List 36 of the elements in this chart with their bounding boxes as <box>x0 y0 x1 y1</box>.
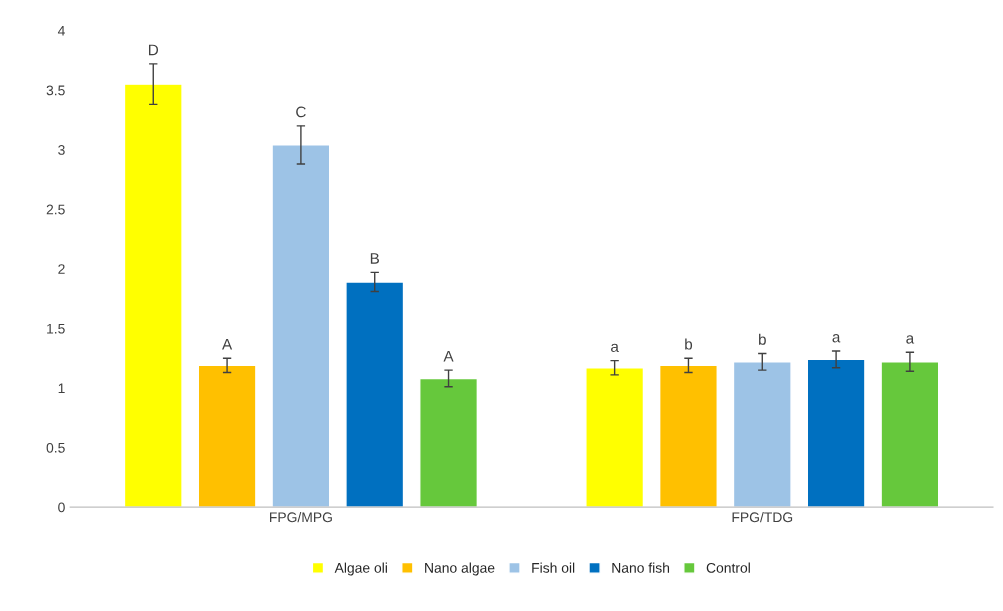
bar <box>123 83 183 508</box>
bar <box>197 364 257 508</box>
bar <box>658 364 718 508</box>
data-label: a <box>832 334 841 343</box>
y-tick-label: 0.5 <box>46 442 65 453</box>
bar <box>345 281 405 508</box>
bar <box>585 367 645 508</box>
legend-label: Nano algae <box>425 562 495 576</box>
bar <box>732 361 792 508</box>
data-label: b <box>759 333 766 345</box>
x-tick-label: FPG/TDG <box>732 511 793 523</box>
y-tick-label: 1.5 <box>47 323 65 334</box>
data-label: A <box>222 338 233 350</box>
bar <box>806 358 866 508</box>
y-tick-label: 2.5 <box>46 204 65 215</box>
y-tick-label: 2 <box>58 264 65 274</box>
y-tick-label: 0 <box>58 502 65 513</box>
y-tick-label: 3.5 <box>46 85 65 96</box>
y-tick-label: 1 <box>58 383 65 394</box>
data-label: a <box>611 343 619 353</box>
x-tick-label: FPG/MPG <box>270 511 332 523</box>
data-label: b <box>685 338 693 350</box>
bar <box>419 377 479 508</box>
bar <box>880 361 940 508</box>
data-label: A <box>443 350 454 362</box>
legend-label: Algae oli <box>334 562 387 576</box>
data-label: C <box>296 106 306 118</box>
y-tick-label: 4 <box>57 26 65 36</box>
data-label: a <box>906 335 915 344</box>
data-label: D <box>148 44 159 56</box>
legend-label: Nano fish <box>612 562 670 573</box>
legend-label: Fish oil <box>532 562 575 573</box>
legend-label: Control <box>706 562 750 573</box>
data-label: B <box>370 253 380 264</box>
y-tick-label: 3 <box>58 145 65 155</box>
bar <box>271 144 331 508</box>
